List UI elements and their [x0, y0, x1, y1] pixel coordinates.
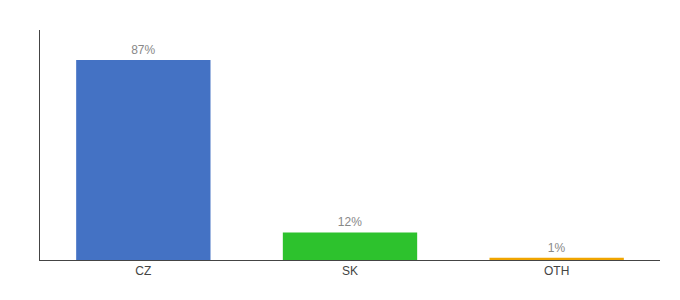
svg-text:12%: 12% — [338, 215, 362, 229]
svg-text:87%: 87% — [131, 43, 155, 57]
svg-text:SK: SK — [342, 264, 358, 278]
svg-text:CZ: CZ — [135, 264, 151, 278]
svg-text:1%: 1% — [548, 241, 566, 255]
svg-text:OTH: OTH — [544, 264, 569, 278]
